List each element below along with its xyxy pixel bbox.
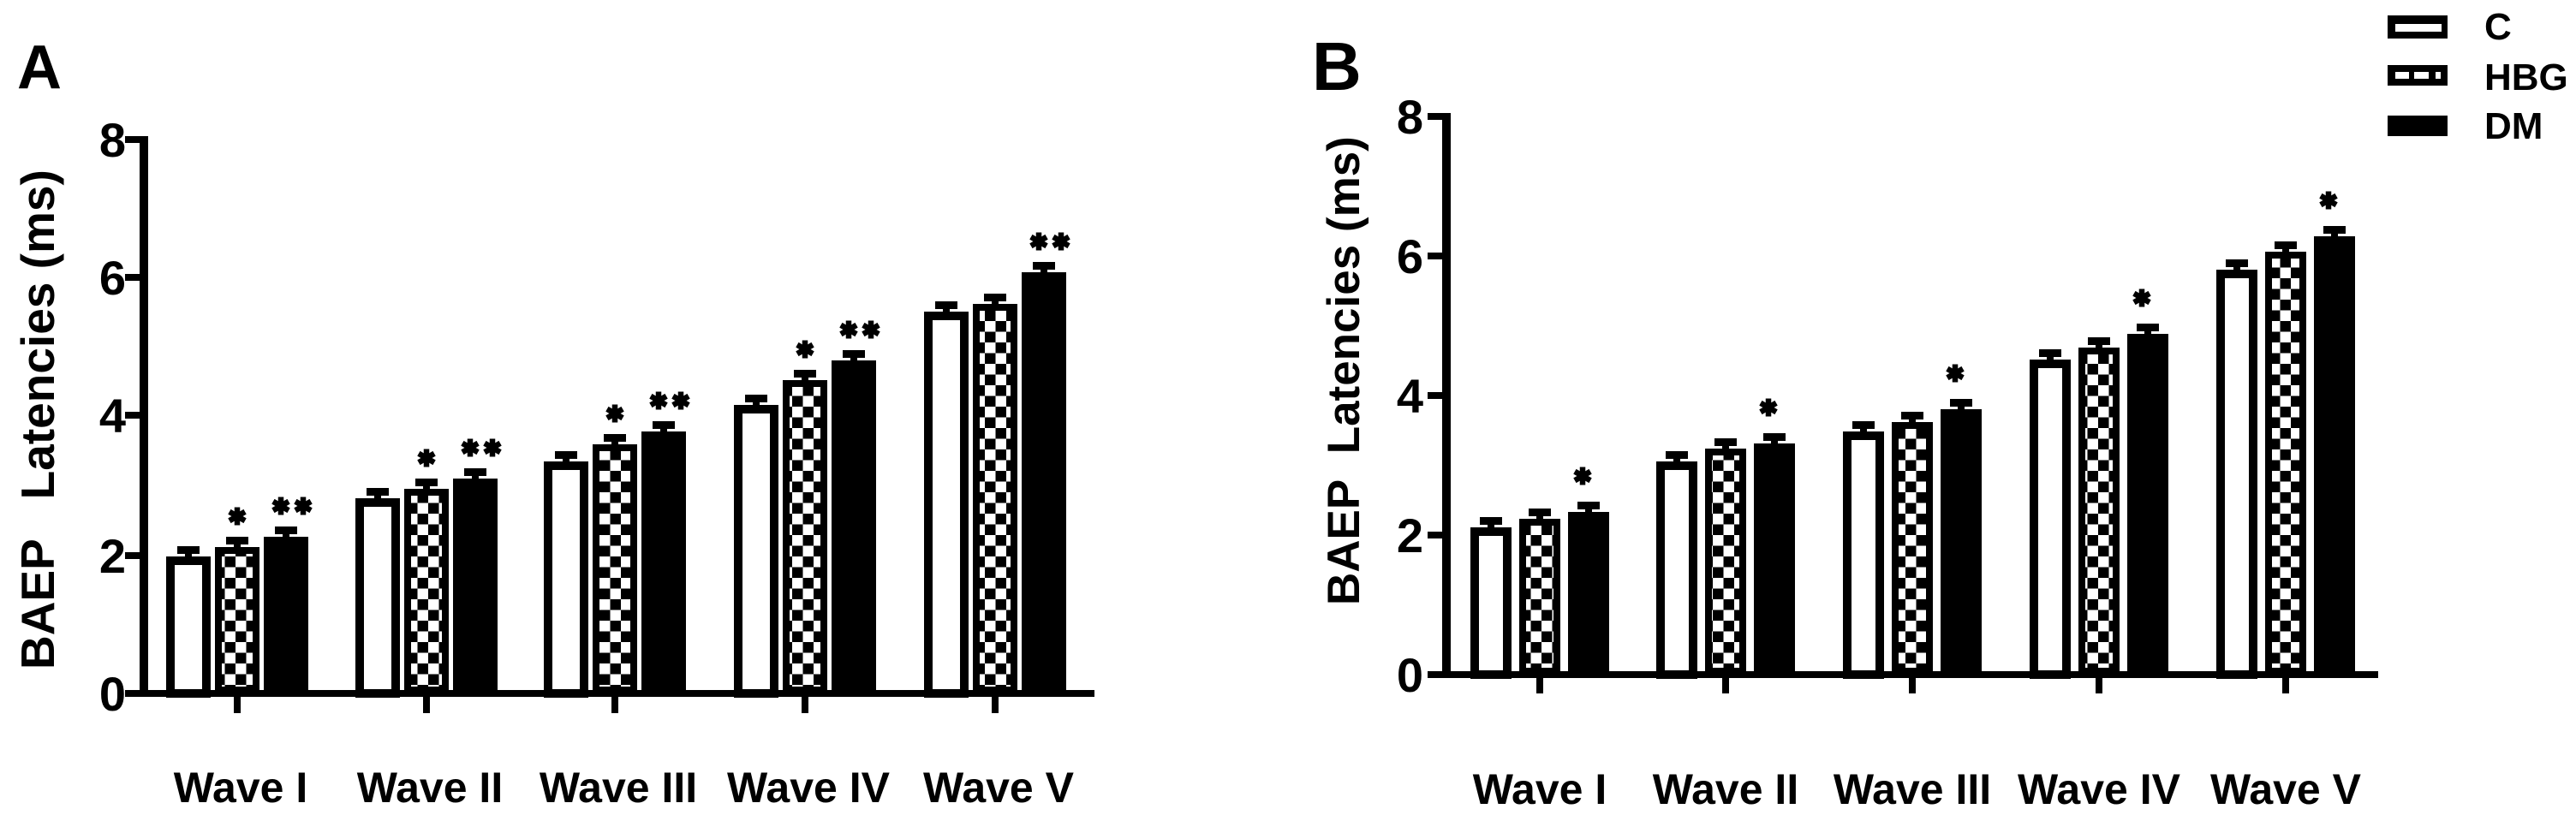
svg-text:Wave IV: Wave IV [2018, 765, 2181, 813]
svg-text:Wave V: Wave V [2210, 765, 2362, 813]
svg-text:HBG: HBG [2484, 57, 2568, 98]
svg-text:2: 2 [1397, 509, 1423, 562]
svg-text:B: B [1312, 28, 1362, 104]
svg-text:BAEP Latencies (ms): BAEP Latencies (ms) [1319, 136, 1369, 605]
svg-text:A: A [17, 33, 62, 102]
svg-text:Wave III: Wave III [1834, 765, 1991, 813]
svg-text:C: C [2484, 6, 2512, 48]
svg-text:4: 4 [1397, 369, 1423, 423]
svg-text:Wave II: Wave II [1653, 765, 1798, 813]
svg-text:2: 2 [99, 529, 126, 583]
svg-text:6: 6 [1397, 229, 1423, 283]
svg-text:Wave I: Wave I [1473, 765, 1607, 813]
svg-text:0: 0 [99, 667, 126, 721]
svg-text:0: 0 [1397, 648, 1423, 702]
svg-text:8: 8 [99, 113, 126, 167]
svg-text:4: 4 [99, 389, 126, 443]
svg-text:Wave III: Wave III [540, 764, 697, 812]
svg-text:Wave V: Wave V [923, 764, 1075, 812]
svg-text:Wave II: Wave II [357, 764, 503, 812]
svg-text:BAEP Latencies (ms): BAEP Latencies (ms) [11, 170, 64, 669]
svg-text:DM: DM [2484, 105, 2543, 147]
svg-text:6: 6 [99, 251, 126, 305]
svg-text:Wave IV: Wave IV [727, 764, 891, 812]
svg-text:Wave I: Wave I [174, 764, 308, 812]
svg-text:8: 8 [1397, 90, 1423, 144]
